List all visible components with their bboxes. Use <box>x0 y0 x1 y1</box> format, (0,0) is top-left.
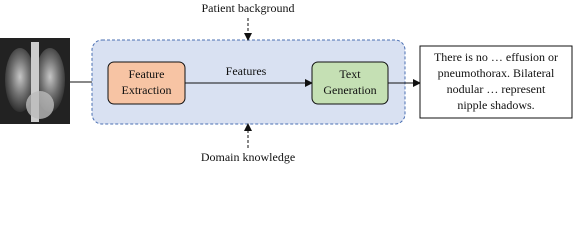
node-label: Feature <box>129 67 165 81</box>
output-line: pneumothorax. Bilateral <box>438 66 555 80</box>
node-label: Text <box>339 67 361 81</box>
node-label: Generation <box>323 83 376 97</box>
page: Feature Extraction Features Text Generat… <box>0 0 573 164</box>
node-label: Extraction <box>122 83 172 97</box>
output-box <box>419 45 573 119</box>
diagram: Feature Extraction Features Text Generat… <box>0 1 573 164</box>
input-label: Domain knowledge <box>201 150 295 164</box>
input-label: Patient background <box>202 1 295 15</box>
output-line: There is no … effusion or <box>434 50 558 64</box>
output-line: nodular … represent <box>447 82 546 96</box>
xray-image <box>0 38 70 124</box>
output-line: nipple shadows. <box>457 98 534 112</box>
edge-label: Features <box>226 64 267 78</box>
